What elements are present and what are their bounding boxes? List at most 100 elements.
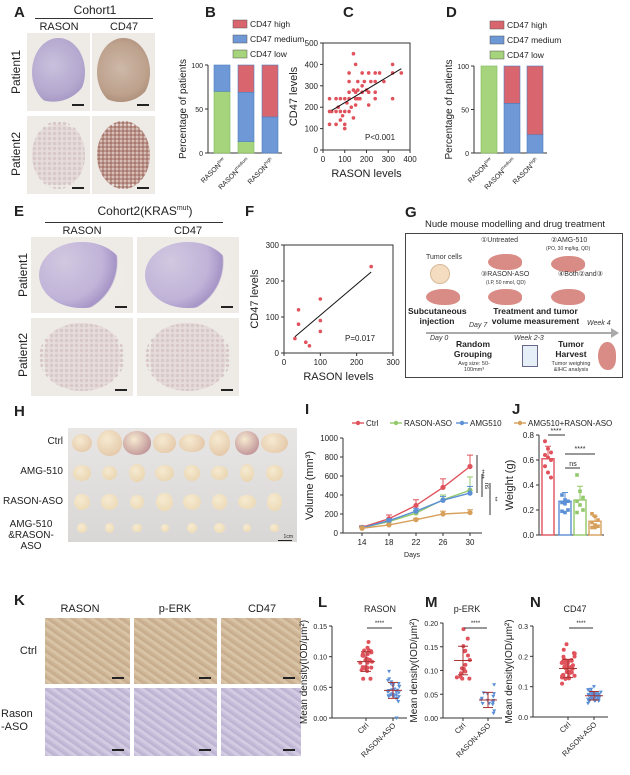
data-point — [543, 453, 547, 457]
data-point — [351, 51, 356, 56]
y-tick-label: 600 — [325, 472, 339, 481]
legend-label: AMG510 — [470, 419, 502, 428]
y-tick-label: 300 — [305, 82, 319, 91]
step-treatment: Treatment and tumor volume measurement — [491, 306, 580, 326]
legend-label: CD47 low — [507, 50, 545, 60]
data-point — [347, 71, 351, 75]
category-name: RASON — [200, 162, 223, 185]
legend-label: AMG510+RASON-ASO — [528, 419, 612, 428]
category-superscript: high — [263, 156, 273, 166]
significance-label: **** — [478, 469, 484, 479]
x-tick-label: 200 — [360, 155, 374, 164]
data-point — [590, 697, 595, 701]
data-point — [563, 498, 567, 502]
panel-label-d: D — [446, 4, 457, 21]
tumor-photo: 1cm — [68, 428, 297, 542]
y-tick-label: 100 — [457, 64, 469, 71]
timeline-arrow — [426, 332, 614, 334]
tumor — [129, 495, 145, 509]
data-point — [334, 96, 338, 101]
tumor-cells-icon — [430, 264, 450, 284]
data-point — [593, 523, 597, 527]
legend-swatch — [489, 35, 505, 45]
row-label-amg510: AMG-510 — [20, 466, 63, 477]
data-point — [590, 511, 594, 516]
data-point — [413, 502, 419, 509]
data-point — [572, 654, 577, 659]
data-point — [543, 464, 547, 469]
panel-label-i: I — [305, 401, 310, 418]
scale-bar — [137, 187, 149, 189]
data-point — [360, 653, 365, 658]
column-label-perk: p-ERK — [158, 603, 192, 615]
tumor — [209, 430, 230, 456]
data-point — [356, 88, 360, 92]
data-point — [560, 509, 564, 514]
data-point — [546, 455, 550, 460]
data-point — [360, 84, 364, 88]
data-point — [390, 62, 395, 67]
legend-label: RASON-ASO — [404, 419, 452, 428]
tumor — [160, 524, 169, 532]
ihc-image-cd47-patient1 — [137, 237, 239, 313]
y-tick-label: 100 — [305, 125, 319, 134]
data-point — [368, 676, 373, 681]
data-point — [353, 62, 358, 67]
tumor — [132, 523, 142, 533]
tumor — [179, 433, 205, 453]
data-point — [546, 470, 550, 475]
category-name: RASON — [247, 163, 270, 186]
x-tick-label: 300 — [386, 358, 400, 367]
significance-label: **** — [375, 621, 385, 627]
data-point — [480, 702, 485, 706]
data-point — [440, 497, 446, 503]
y-tick-label: 0.00 — [424, 716, 438, 723]
ihc-image-rason-aso — [45, 688, 130, 756]
cohort2-divider — [45, 222, 223, 223]
legend-marker — [393, 420, 399, 426]
step-random-grouping: Random Grouping — [453, 339, 493, 359]
chart-title: RASON — [364, 604, 396, 614]
y-tick-label: 50 — [461, 108, 469, 115]
scale-bar — [112, 677, 124, 679]
ihc-image-rason-patient1 — [27, 33, 90, 111]
data-point — [590, 525, 594, 530]
tumor — [187, 522, 197, 534]
chart-title: CD47 — [563, 604, 586, 614]
data-point — [399, 71, 404, 75]
data-point — [596, 696, 601, 700]
category-label: RASONhigh — [245, 156, 275, 186]
bar-cd47-high — [526, 65, 544, 136]
x-tick-label: Ctrl — [453, 721, 468, 736]
data-point — [396, 691, 401, 695]
ihc-image-rason-patient1 — [31, 237, 133, 313]
category-superscript: low — [483, 156, 492, 165]
data-point — [365, 652, 370, 657]
timeline-week2-3: Week 2-3 — [514, 335, 544, 342]
tumor — [267, 492, 282, 512]
y-tick-label: 50 — [195, 107, 203, 114]
x-axis-label: RASON levels — [331, 168, 402, 180]
x-tick-label: 0 — [282, 358, 287, 367]
data-point — [549, 475, 553, 480]
legend-swatch — [232, 19, 248, 29]
data-point — [327, 122, 332, 127]
scale-bar — [137, 104, 149, 106]
chart-title: p-ERK — [454, 604, 481, 614]
data-point — [329, 109, 334, 114]
row-label-ctrl: Ctrl — [47, 436, 63, 447]
data-point — [586, 697, 591, 702]
column-label-cd47: CD47 — [109, 21, 139, 33]
y-tick-label: 0.05 — [424, 692, 438, 699]
data-point — [590, 692, 595, 697]
data-point — [491, 692, 496, 696]
x-tick-label: 200 — [350, 358, 364, 367]
data-point — [296, 322, 301, 327]
data-point — [318, 329, 323, 334]
legend-label: CD47 high — [507, 20, 547, 30]
data-point — [598, 690, 603, 695]
scale-bar — [278, 539, 292, 541]
row-label-ctrl: Ctrl — [19, 645, 37, 657]
